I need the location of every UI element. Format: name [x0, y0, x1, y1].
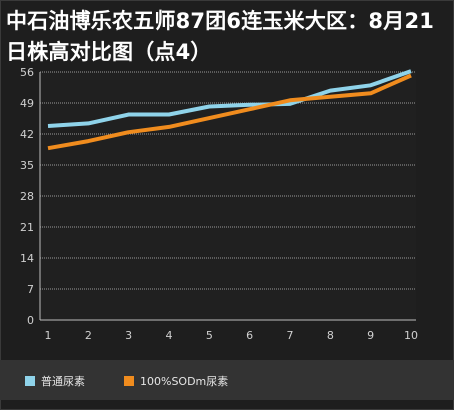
legend-swatch-series-1: [25, 376, 35, 386]
y-tick-label: 42: [20, 128, 34, 141]
legend-item-series-1: 普通尿素: [25, 373, 85, 389]
x-tick-label: 4: [166, 329, 173, 342]
x-tick-label: 7: [287, 329, 294, 342]
y-tick-label: 7: [27, 283, 34, 296]
x-tick-label: 9: [367, 329, 374, 342]
series-line-2: [47, 73, 412, 151]
y-tick-label: 0: [27, 314, 34, 327]
x-tick-label: 1: [45, 329, 52, 342]
y-tick-label: 49: [20, 97, 34, 110]
y-tick-label: 28: [20, 190, 34, 203]
x-tick-label: 6: [246, 329, 253, 342]
y-tick-label: 35: [20, 159, 34, 172]
x-tick-label: 3: [125, 329, 132, 342]
legend-label-series-1: 普通尿素: [41, 375, 85, 388]
y-tick-label: 56: [20, 66, 34, 79]
y-tick-label: 21: [20, 221, 34, 234]
x-tick-label: 5: [206, 329, 213, 342]
x-tick-label: 10: [404, 329, 418, 342]
legend-item-series-2: 100%SODm尿素: [124, 373, 228, 389]
legend-label-series-2: 100%SODm尿素: [140, 375, 229, 388]
legend: 普通尿素 100%SODm尿素: [0, 360, 454, 400]
legend-swatch-series-2: [124, 376, 134, 386]
y-tick-label: 14: [20, 252, 34, 265]
series-line-1: [47, 69, 412, 128]
x-tick-label: 8: [327, 329, 334, 342]
x-tick-label: 2: [85, 329, 92, 342]
chart-title: 中石油博乐农五师87团6连玉米大区：8月21日株高对比图（点4）: [6, 9, 435, 64]
